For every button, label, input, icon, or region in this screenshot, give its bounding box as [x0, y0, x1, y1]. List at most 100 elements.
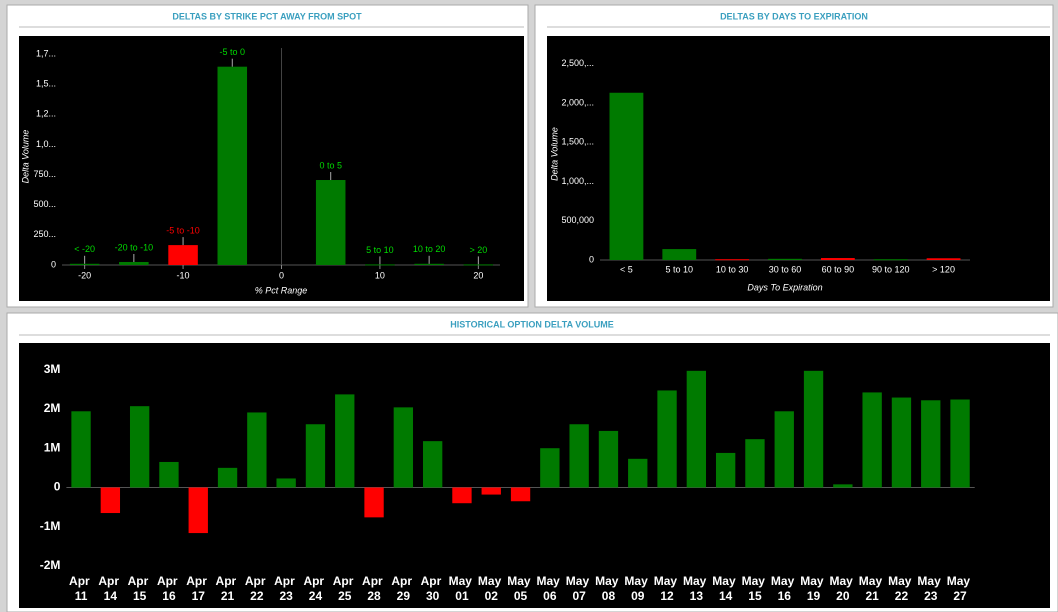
- bar: [820, 258, 855, 260]
- x-tick-label: May 15: [742, 574, 769, 603]
- bar: [119, 261, 149, 265]
- bar: [803, 370, 824, 488]
- bar: [609, 92, 644, 260]
- x-tick-label: May 19: [800, 574, 827, 603]
- x-tick-label: May 06: [537, 574, 564, 603]
- bar: [315, 180, 346, 265]
- y-tick-label: 750...: [33, 169, 56, 179]
- x-tick-label: 20: [473, 270, 483, 280]
- bar-label: -5 to 0: [220, 47, 246, 57]
- bar: [891, 397, 912, 488]
- x-tick-label: Apr 25: [333, 574, 357, 603]
- plot-background: [19, 36, 524, 301]
- bar: [168, 245, 198, 265]
- bar: [276, 478, 296, 488]
- y-tick-label: 0: [54, 480, 61, 494]
- bar: [569, 424, 589, 488]
- bar: [422, 441, 443, 488]
- bar: [628, 458, 648, 488]
- x-tick-label: Apr 23: [274, 574, 298, 603]
- x-tick-label: Apr 29: [391, 574, 415, 603]
- chart-title: HISTORICAL OPTION DELTA VOLUME: [450, 319, 614, 329]
- bar: [159, 461, 179, 488]
- y-tick-label: 1,0...: [36, 139, 56, 149]
- bar: [365, 264, 395, 266]
- x-tick-label: Apr 17: [186, 574, 210, 603]
- y-tick-label: -2M: [40, 558, 61, 572]
- x-tick-label: -20: [78, 270, 91, 280]
- bar: [715, 259, 750, 261]
- y-tick-label: 1M: [44, 440, 61, 454]
- x-tick-label: May 14: [712, 574, 739, 603]
- bar: [768, 258, 802, 260]
- x-tick-label: Apr 11: [69, 574, 93, 603]
- x-tick-label: 10: [375, 270, 385, 280]
- x-tick-label: May 22: [888, 574, 915, 603]
- bar: [414, 263, 444, 265]
- x-axis-label: % Pct Range: [255, 285, 308, 295]
- bar: [926, 258, 961, 260]
- y-tick-label: 500...: [33, 199, 56, 209]
- bar: [833, 484, 853, 488]
- x-tick-label: May 01: [449, 574, 476, 603]
- y-tick-label: 2,000,...: [561, 97, 594, 107]
- x-tick-label: Apr 21: [216, 574, 240, 603]
- x-tick-label: May 13: [683, 574, 710, 603]
- bar: [921, 400, 941, 488]
- y-tick-label: 1,000,...: [561, 176, 594, 186]
- x-tick-label: > 120: [932, 264, 955, 274]
- bar: [69, 263, 100, 265]
- bar: [598, 430, 619, 488]
- y-tick-label: 2M: [44, 401, 61, 415]
- bar: [452, 487, 472, 504]
- x-tick-label: 10 to 30: [716, 264, 749, 274]
- y-axis-label: Delta Volume: [20, 130, 30, 184]
- y-tick-label: -1M: [40, 519, 61, 533]
- x-tick-label: 5 to 10: [666, 264, 694, 274]
- x-tick-label: -10: [177, 270, 190, 280]
- bar: [862, 392, 882, 488]
- y-tick-label: 1,2...: [36, 109, 56, 119]
- bar: [335, 394, 355, 488]
- x-tick-label: May 05: [507, 574, 534, 603]
- y-tick-label: 3M: [44, 362, 61, 376]
- y-tick-label: 2,500,...: [561, 58, 594, 68]
- y-axis-label: Delta Volume: [549, 127, 559, 181]
- bar-label: 0 to 5: [319, 160, 342, 170]
- bar: [950, 399, 970, 488]
- bar-label: 10 to 20: [413, 244, 446, 254]
- x-tick-label: May 27: [947, 574, 974, 603]
- bar: [393, 407, 414, 488]
- y-tick-label: 250...: [33, 229, 56, 239]
- y-tick-label: 0: [51, 259, 56, 269]
- bar: [774, 411, 794, 488]
- bar: [188, 487, 208, 534]
- chart-title: DELTAS BY DAYS TO EXPIRATION: [720, 11, 868, 21]
- x-tick-label: Apr 30: [421, 574, 445, 603]
- x-tick-label: May 08: [595, 574, 622, 603]
- bar: [71, 411, 91, 488]
- x-tick-label: < 5: [620, 264, 633, 274]
- bar: [715, 452, 736, 488]
- bar: [305, 424, 326, 488]
- x-tick-label: May 20: [830, 574, 857, 603]
- bar: [364, 487, 384, 518]
- bar-label: -5 to -10: [166, 225, 200, 235]
- bar: [217, 66, 248, 265]
- x-tick-label: May 02: [478, 574, 505, 603]
- chart-title: DELTAS BY STRIKE PCT AWAY FROM SPOT: [172, 11, 362, 21]
- y-tick-label: 0: [589, 254, 594, 264]
- x-tick-label: Apr 24: [303, 574, 327, 603]
- y-tick-label: 1,500,...: [561, 137, 594, 147]
- x-tick-label: May 21: [859, 574, 886, 603]
- x-tick-label: 30 to 60: [769, 264, 802, 274]
- bar: [540, 448, 560, 488]
- bar-label: < -20: [74, 244, 95, 254]
- x-tick-label: May 16: [771, 574, 798, 603]
- bar-label: -20 to -10: [115, 242, 154, 252]
- y-tick-label: 1,5...: [36, 79, 56, 89]
- bar: [463, 264, 494, 266]
- bar: [100, 487, 121, 514]
